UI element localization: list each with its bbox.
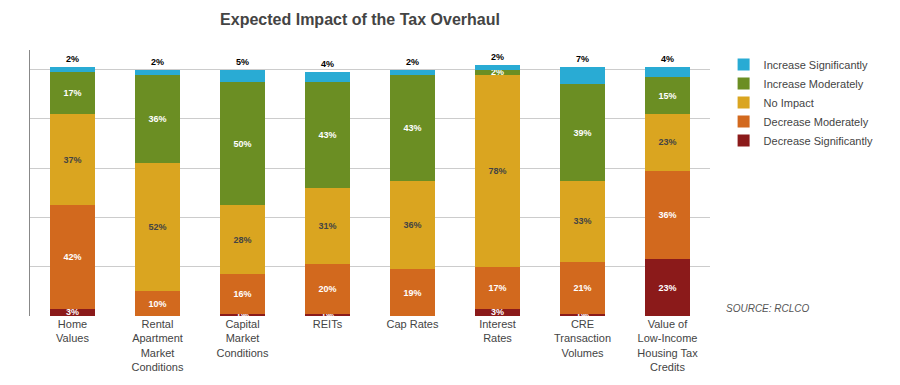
svg-text:2%: 2% — [66, 54, 79, 64]
svg-text:2%: 2% — [151, 57, 164, 67]
svg-text:33%: 33% — [573, 216, 591, 226]
svg-text:5%: 5% — [236, 57, 249, 67]
svg-text:3%: 3% — [491, 307, 504, 317]
svg-text:19%: 19% — [403, 288, 421, 298]
svg-text:2%: 2% — [491, 52, 504, 62]
svg-text:23%: 23% — [658, 283, 676, 293]
svg-text:78%: 78% — [488, 166, 506, 176]
svg-text:10%: 10% — [148, 299, 166, 309]
svg-text:31%: 31% — [318, 221, 336, 231]
svg-text:20%: 20% — [318, 284, 336, 294]
svg-text:36%: 36% — [403, 220, 421, 230]
svg-text:Cap Rates: Cap Rates — [387, 318, 439, 330]
svg-text:36%: 36% — [658, 210, 676, 220]
svg-text:1%: 1% — [576, 310, 589, 320]
svg-text:50%: 50% — [233, 139, 251, 149]
svg-text:7%: 7% — [576, 54, 589, 64]
svg-text:No Impact: No Impact — [764, 97, 814, 109]
svg-text:Increase Significantly: Increase Significantly — [764, 59, 868, 71]
svg-text:43%: 43% — [318, 130, 336, 140]
svg-text:16%: 16% — [233, 289, 251, 299]
svg-text:4%: 4% — [661, 54, 674, 64]
svg-text:1%: 1% — [321, 310, 334, 320]
svg-text:17%: 17% — [488, 283, 506, 293]
svg-text:28%: 28% — [233, 235, 251, 245]
svg-text:1%: 1% — [236, 310, 249, 320]
svg-text:2%: 2% — [491, 67, 504, 77]
svg-text:Increase Moderately: Increase Moderately — [764, 78, 864, 90]
svg-text:RentalApartmentMarketCondition: RentalApartmentMarketConditions — [132, 318, 184, 373]
svg-text:Decrease Moderately: Decrease Moderately — [764, 116, 869, 128]
svg-text:42%: 42% — [63, 252, 81, 262]
svg-text:3%: 3% — [66, 307, 79, 317]
svg-text:InterestRates: InterestRates — [479, 318, 516, 344]
svg-text:CRETransactionVolumes: CRETransactionVolumes — [554, 318, 611, 359]
svg-text:36%: 36% — [148, 114, 166, 124]
svg-text:SOURCE: RCLCO: SOURCE: RCLCO — [726, 303, 810, 314]
svg-text:4%: 4% — [321, 59, 334, 69]
svg-text:CapitalMarketConditions: CapitalMarketConditions — [217, 318, 269, 359]
svg-text:Decrease Significantly: Decrease Significantly — [764, 135, 873, 147]
svg-text:REITs: REITs — [313, 318, 343, 330]
svg-text:23%: 23% — [658, 137, 676, 147]
svg-text:Value ofLow-IncomeHousing TaxC: Value ofLow-IncomeHousing TaxCredits — [637, 318, 698, 373]
svg-text:37%: 37% — [63, 155, 81, 165]
svg-text:Expected Impact of the Tax Ove: Expected Impact of the Tax Overhaul — [220, 11, 500, 28]
svg-text:21%: 21% — [573, 283, 591, 293]
svg-text:52%: 52% — [148, 222, 166, 232]
svg-text:2%: 2% — [406, 57, 419, 67]
svg-text:15%: 15% — [658, 91, 676, 101]
svg-text:39%: 39% — [573, 128, 591, 138]
svg-text:43%: 43% — [403, 123, 421, 133]
svg-text:HomeValues: HomeValues — [56, 318, 89, 344]
svg-text:17%: 17% — [63, 88, 81, 98]
